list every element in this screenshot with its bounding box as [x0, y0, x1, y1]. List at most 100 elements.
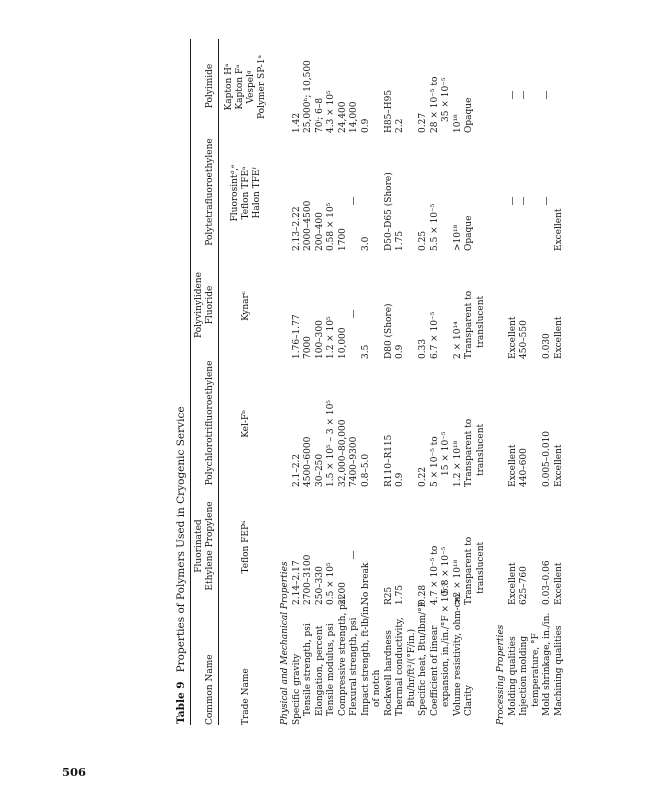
section-heading: Physical and Mechanical Properties	[280, 561, 290, 725]
table-row: Machining qualities Excellent Excellent Exc…	[554, 39, 566, 725]
table-row: Clarity Transparent to translucent Transpar…	[464, 39, 487, 725]
table-body: Trade Name Teflon FEPᵃ Kel-Fᵇ Kynarᶜ Fluoros…	[219, 39, 566, 725]
row-label: Rockwell hardness	[383, 630, 394, 716]
table-row: Impact strength, ft-lb/in. of notch No bre…	[361, 39, 384, 725]
value-cell: 0.9	[395, 344, 405, 359]
value-cell: 200–400	[314, 212, 325, 251]
header-row: Common Name Fluorinated Ethylene Propylene…	[190, 39, 219, 725]
value-cell: Transparent to translucent	[464, 536, 486, 605]
value-cell: 4.7 × 10⁻⁵ to 5.8 × 10⁻⁵	[429, 545, 452, 605]
value-cell: Excellent	[507, 444, 518, 487]
value-cell: 6.7 × 10⁻⁵	[429, 311, 440, 359]
value-cell: 1.2 × 10¹⁸	[452, 440, 463, 487]
trade-name-cell: Fluorosintᵈ,ᵉ Teflon TFEᵃ Halon TFEᶠ	[229, 164, 262, 222]
value-cell: 70ⁱ; 6–8	[314, 97, 325, 133]
value-cell: 5 × 10⁻⁵ to 15 × 10⁻⁵	[429, 431, 452, 487]
value-cell: 0.5 × 10⁵	[326, 562, 336, 605]
value-cell: 28 × 10⁻⁵ to 35 × 10⁻⁵	[429, 76, 452, 133]
value-cell: 0.22	[418, 466, 428, 487]
row-label: Coefficient of linear expansion, in./in./…	[429, 582, 452, 716]
table-row: Injection molding temperature, °F 625–760 4…	[519, 39, 542, 725]
value-cell: Opaque	[464, 215, 474, 251]
value-cell: 1700	[337, 228, 348, 251]
value-cell: 2.2	[395, 118, 405, 133]
table-row: Specific heat, Btu/lbm/°F 0.28 0.22 0.33 0.2…	[418, 39, 430, 725]
value-cell: 625–760	[519, 566, 529, 605]
trade-name-cell: Kapton Hᵃ Kapton Fᵃ Vespelᵍ Polymer SP-1ᵃ	[224, 54, 267, 120]
table-row: Rockwell hardness R25 R110–R115 D80 (Shore)…	[384, 39, 396, 725]
row-label: Thermal conductivity, Btu/hr/ft²/(°F/in.)	[395, 617, 417, 716]
value-cell: 1.2 × 10⁵	[326, 316, 336, 359]
row-label: Elongation, percent	[314, 625, 325, 716]
row-label: Tensile modulus, psi	[326, 623, 336, 716]
value-cell: 4.3 × 10⁵	[326, 90, 336, 133]
column-header-2: Polyvinylidene Fluoride	[190, 251, 219, 359]
page-number: 506	[62, 765, 87, 779]
value-cell: —	[542, 90, 552, 100]
table-row: Coefficient of linear expansion, in./in./…	[430, 39, 453, 725]
section-heading: Processing Properties	[496, 624, 506, 725]
value-cell: Excellent	[553, 562, 564, 605]
row-label: Injection molding temperature, °F	[519, 633, 541, 716]
value-cell: 250–330	[314, 566, 325, 605]
value-cell	[554, 39, 566, 133]
table-row: Tensile strength, psi 2700–3100 4500–6000 7…	[303, 39, 315, 725]
value-cell: 1.76–1.77	[291, 314, 302, 359]
value-cell: 1.75	[395, 584, 405, 605]
value-cell: 0.58 × 10⁵	[326, 202, 336, 251]
section-heading-row: Processing Properties	[487, 39, 508, 725]
trade-name-row: Trade Name Teflon FEPᵃ Kel-Fᵇ Kynarᶜ Fluoros…	[219, 39, 272, 725]
rotated-table-block: Table 9 Properties of Polymers Used in Cr…	[165, 39, 595, 725]
value-cell: Excellent	[553, 208, 564, 251]
value-cell: 2200	[337, 582, 348, 605]
value-cell: —	[507, 90, 518, 100]
value-cell: 10¹⁸	[452, 114, 463, 133]
value-cell: D80 (Shore)	[383, 303, 394, 359]
table-row: Specific gravity 2.14–2.17 2.1–2.2 1.76–1.7…	[292, 39, 304, 725]
row-label: Impact strength, ft-lb/in. of notch	[360, 603, 383, 717]
value-cell: Excellent	[553, 444, 564, 487]
value-cell: >10¹⁸	[452, 224, 463, 251]
value-cell: 7000	[303, 336, 313, 359]
trade-row-label: Trade Name	[240, 668, 251, 725]
value-cell: Excellent	[507, 562, 518, 605]
value-cell: —	[519, 90, 529, 100]
row-label: Tensile strength, psi	[303, 623, 313, 716]
trade-name-cell: Teflon FEPᵃ	[240, 520, 251, 574]
value-cell: 0.8–5.0	[360, 453, 371, 487]
value-cell: 0.27	[418, 112, 428, 133]
value-cell: 440–600	[519, 448, 529, 487]
value-cell: 4500–6000	[303, 436, 313, 487]
value-cell: 25,000ʰ; 10,500	[303, 60, 313, 133]
table-row: Thermal conductivity, Btu/hr/ft²/(°F/in.)…	[395, 39, 418, 725]
value-cell: Opaque	[464, 97, 474, 133]
value-cell: Transparent to translucent	[464, 290, 486, 359]
row-label: Machining qualities	[553, 625, 564, 716]
row-label: Mold shrinkage, in./in.	[542, 612, 552, 716]
row-label: Specific gravity	[291, 653, 302, 725]
value-cell: 5.5 × 10⁻⁵	[429, 203, 440, 251]
value-cell: 32,000–80,000	[337, 419, 348, 487]
value-cell: 10,000	[337, 327, 348, 360]
table-number: Table 9	[175, 681, 187, 724]
value-cell: R110–R115	[383, 434, 394, 487]
value-cell: 14,000	[349, 101, 359, 134]
column-header-1: Polychlorotrifluoroethylene	[190, 359, 219, 487]
table-title: Table 9 Properties of Polymers Used in Cr…	[175, 39, 187, 724]
value-cell: 2.1–2.2	[291, 453, 302, 487]
value-cell: 0.33	[418, 338, 428, 359]
value-cell: 0.25	[418, 230, 428, 251]
value-cell: —	[507, 196, 518, 206]
value-cell: 2000–4500	[303, 200, 313, 251]
value-cell: 450–550	[519, 320, 529, 359]
value-cell: 0.28	[418, 584, 428, 605]
value-cell: 1.75	[395, 230, 405, 251]
value-cell: 0.9	[360, 118, 371, 133]
table-row: Molding qualities Excellent Excellent Excel…	[508, 39, 520, 725]
trade-name-cell: Kynarᶜ	[240, 291, 251, 321]
value-cell: 0.03–0.06	[542, 560, 552, 605]
table-row: Tensile modulus, psi 0.5 × 10⁵ 1.5 × 10⁵ –…	[326, 39, 338, 725]
value-cell: —	[349, 550, 359, 560]
row-label: Compressive strength, psi	[337, 596, 348, 716]
value-cell: 2.14–2.17	[291, 560, 302, 605]
